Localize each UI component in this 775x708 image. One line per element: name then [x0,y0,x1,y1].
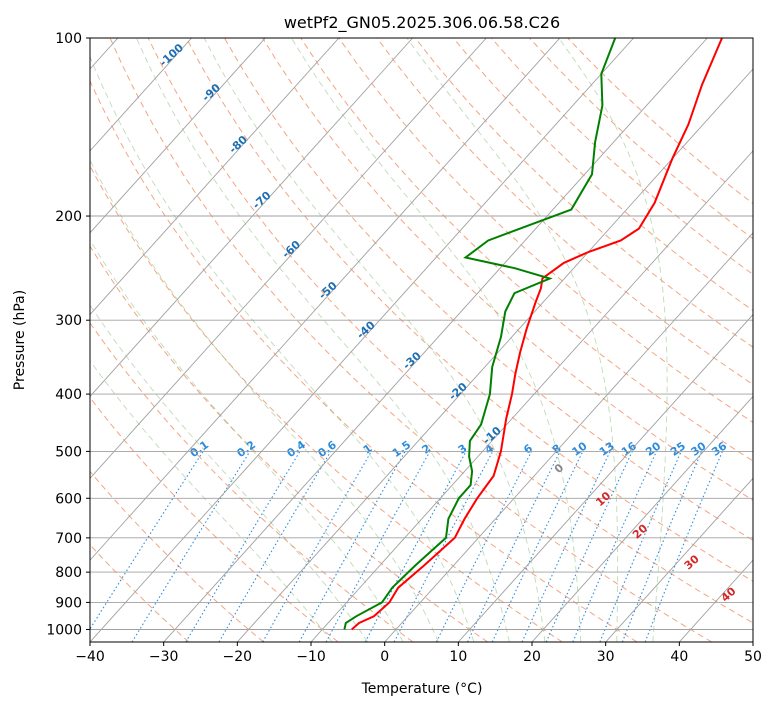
moist-adiabat-line [291,38,582,642]
isotherm-line [163,38,708,642]
sounding-series-line [351,38,723,631]
x-tick-label: 40 [670,649,688,665]
isotherm-line [384,232,753,642]
x-tick-label: −30 [149,649,179,665]
mixing-ratio-line [435,451,532,642]
mixing-ratio-line [545,451,633,642]
isotherm-line [531,395,753,642]
x-tick-label: 50 [744,649,762,665]
isotherm-line [90,38,561,561]
isotherm-line [90,38,192,152]
y-tick-label: 700 [55,531,82,547]
x-tick-label: −20 [223,649,253,665]
moist-adiabat-line [136,38,510,642]
x-tick-label: 30 [597,649,615,665]
y-axis: 100 200 300 400 500 600 700 800 900 1000 [46,31,90,638]
isotherm-line [310,150,753,642]
mixing-ratio-line [90,451,204,631]
x-axis-label: Temperature (°C) [361,681,483,697]
moist-adiabat-line [90,159,439,642]
moist-adiabat-line [406,38,619,642]
x-tick-label: −10 [296,649,326,665]
mixing-ratio-line [262,451,372,642]
dry-adiabat-line [90,396,339,642]
moist-adiabat-line [203,38,546,642]
y-tick-label: 800 [55,565,82,581]
y-tick-label: 100 [55,31,82,47]
plot-frame [89,37,754,643]
x-axis: −40 −30 −20 −10 0 10 20 30 40 50 [75,642,762,665]
mixing-ratio-line [298,451,406,642]
dry-adiabat-line [376,38,753,386]
isotherm-line [605,477,753,642]
x-tick-label: 10 [449,649,467,665]
dry-adiabat-line [90,544,190,642]
dry-adiabat-line [90,165,563,642]
y-axis-label: Pressure (hPa) [12,290,28,390]
mixing-ratio-line [325,451,431,642]
mixing-ratio-line [621,451,703,642]
y-tick-label: 400 [55,387,82,403]
y-tick-label: 300 [55,313,82,329]
moist-adiabat-line [90,55,475,642]
dry-adiabat-line [90,470,264,642]
isotherm-line [90,38,413,398]
moist-adiabat-line [90,360,333,642]
x-tick-label: 0 [380,649,389,665]
dry-adiabat-line [147,38,753,624]
x-tick-label: 20 [523,649,541,665]
chart-title: wetPf2_GN05.2025.306.06.58.C26 [284,13,560,33]
dry-adiabat-line [90,245,488,642]
isotherm-line [236,68,753,642]
moist-adiabat-line [558,38,668,642]
isotherm-line [90,38,266,234]
isotherm-line [457,313,753,642]
dry-adiabat-line [109,38,712,642]
dry-adiabat-line [452,38,753,312]
mixing-ratio-line [644,451,723,642]
moist-adiabat-line [90,304,369,642]
y-tick-label: 1000 [46,622,82,638]
x-tick-label: −40 [75,649,105,665]
y-tick-label: 600 [55,491,82,507]
sounding-series-line [343,38,617,630]
y-tick-label: 900 [55,595,82,611]
y-tick-label: 500 [55,444,82,460]
isotherm-line [90,38,634,642]
mixing-ratio-line [599,451,682,642]
dry-adiabat-line [414,38,753,348]
isotherm-line [90,38,487,480]
y-tick-label: 200 [55,209,82,225]
moist-adiabat-line [90,238,404,642]
mixing-ratio-line [572,451,657,642]
isotherm-line [90,38,340,316]
